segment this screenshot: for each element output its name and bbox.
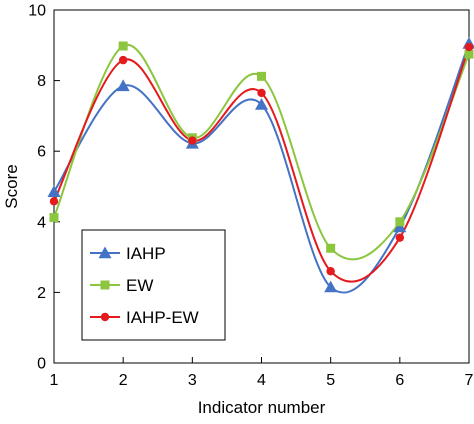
x-axis-title: Indicator number [198, 398, 326, 417]
data-point-iahp [393, 220, 407, 233]
data-point-ew [118, 41, 128, 51]
data-point-ew [326, 243, 336, 253]
data-point-ew [49, 213, 59, 223]
x-tick-label: 2 [119, 372, 128, 389]
x-tick-label: 1 [50, 372, 59, 389]
data-point-ew [464, 49, 474, 59]
y-axis-title: Score [2, 164, 21, 208]
x-tick-label: 7 [465, 372, 474, 389]
x-tick-label: 6 [395, 372, 404, 389]
data-point-iahp [324, 280, 338, 293]
data-point-iahp [116, 79, 130, 92]
y-tick-label: 4 [37, 214, 46, 231]
legend-marker-ew [100, 280, 110, 290]
data-point-iahp-ew [257, 88, 266, 98]
data-point-iahp-ew [118, 55, 128, 65]
data-point-iahp-ew [326, 267, 335, 276]
legend-label-iahp: IAHP [126, 244, 166, 263]
legend-label-iahp-ew: IAHP-EW [126, 308, 199, 327]
legend: IAHP EW IAHP-EW [81, 229, 226, 341]
legend-label-ew: EW [126, 276, 153, 295]
x-tick-label: 4 [257, 372, 266, 389]
y-tick-label: 8 [37, 73, 46, 90]
data-point-iahp [47, 185, 61, 197]
data-point-ew [395, 217, 405, 227]
x-tick-label: 5 [326, 372, 335, 389]
x-tick-label: 3 [188, 372, 197, 389]
data-point-ew [257, 71, 266, 81]
legend-marker-iahp [98, 246, 112, 259]
data-point-iahp [255, 98, 268, 110]
data-point-iahp-ew [464, 42, 474, 52]
y-tick-label: 6 [37, 144, 46, 161]
y-tick-label: 0 [37, 356, 46, 373]
data-point-iahp-ew [49, 197, 59, 206]
y-tick-label: 10 [28, 3, 46, 20]
data-point-iahp-ew [395, 233, 405, 242]
y-tick-label: 2 [37, 285, 46, 302]
series-layer [47, 37, 474, 294]
data-point-iahp-ew [188, 136, 197, 145]
legend-marker-iahp-ew [100, 312, 110, 322]
